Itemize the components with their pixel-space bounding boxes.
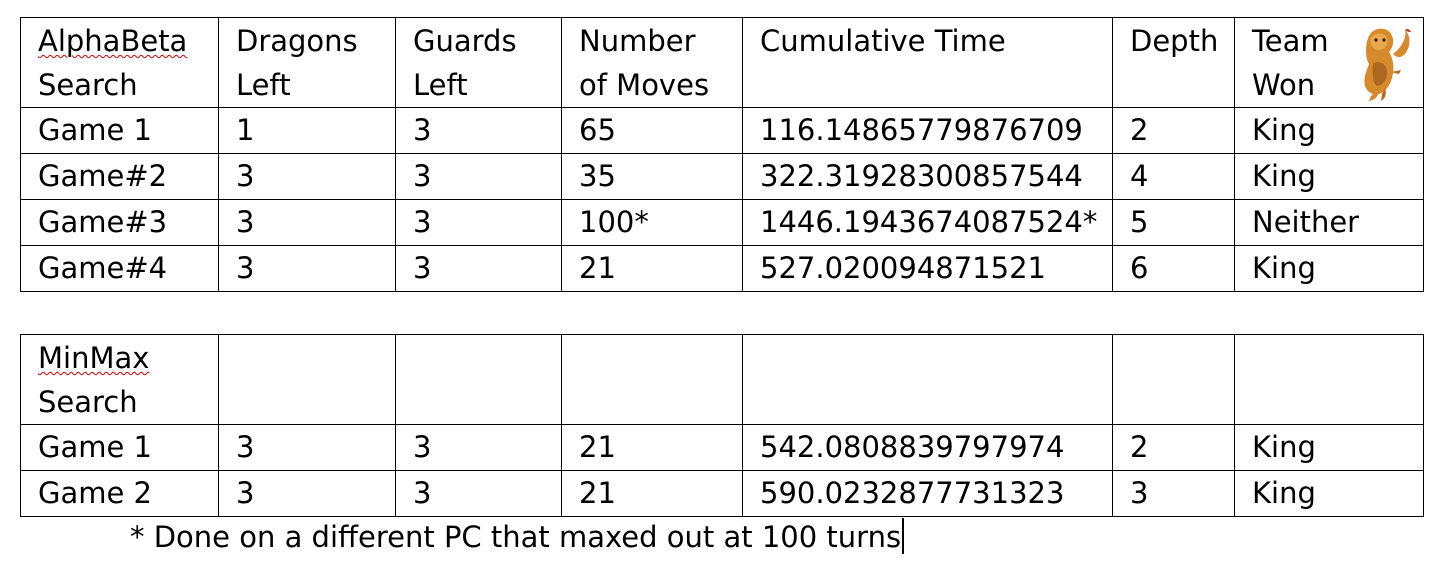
- header-empty-cell: [742, 334, 1113, 425]
- header-line-1: AlphaBeta: [38, 24, 188, 58]
- header-empty-cell: [1234, 334, 1424, 425]
- cell-cumulative-time: 590.0232877731323: [742, 470, 1113, 517]
- header-empty-cell: [1112, 334, 1235, 425]
- cell-guards-left: 3: [395, 153, 562, 200]
- cell-cumulative-time: 527.020094871521: [742, 245, 1113, 292]
- cell-number-of-moves: 35: [561, 153, 743, 200]
- cell-game: Game#3: [20, 199, 219, 246]
- minmax-results-table: MinMax Search Game 1 3 3 21 542.080883979…: [20, 334, 1424, 517]
- cell-depth: 2: [1112, 424, 1235, 471]
- header-line-2: Left: [236, 68, 291, 102]
- cell-number-of-moves: 21: [561, 470, 743, 517]
- header-guards-left: Guards Left: [395, 17, 562, 108]
- cell-team-won: King: [1234, 470, 1424, 517]
- cell-dragons-left: 3: [218, 424, 396, 471]
- text-cursor: [902, 518, 904, 554]
- cell-dragons-left: 3: [218, 245, 396, 292]
- header-team-won: Team Won: [1234, 17, 1424, 108]
- header-empty-cell: [218, 334, 396, 425]
- cell-number-of-moves: 100*: [561, 199, 743, 246]
- cell-game: Game#2: [20, 153, 219, 200]
- cell-guards-left: 3: [395, 424, 562, 471]
- cell-team-won: King: [1234, 153, 1424, 200]
- header-line-1: Dragons: [236, 24, 358, 58]
- cell-number-of-moves: 21: [561, 424, 743, 471]
- table-header-row: AlphaBeta Search Dragons Left Guards Left N…: [20, 17, 1424, 108]
- table-row: Game#2 3 3 35 322.31928300857544 4 King: [20, 153, 1424, 200]
- footnote[interactable]: * Done on a different PC that maxed out …: [130, 517, 904, 557]
- cell-team-won: Neither: [1234, 199, 1424, 246]
- cell-number-of-moves: 21: [561, 245, 743, 292]
- cell-depth: 4: [1112, 153, 1235, 200]
- header-search-type: MinMax Search: [20, 334, 219, 425]
- header-line-1: Guards: [413, 24, 517, 58]
- header-dragons-left: Dragons Left: [218, 17, 396, 108]
- table-row: Game#4 3 3 21 527.020094871521 6 King: [20, 245, 1424, 292]
- table-header-row: MinMax Search: [20, 334, 1424, 425]
- header-cumulative-time: Cumulative Time: [742, 17, 1113, 108]
- header-line-2: of Moves: [579, 68, 710, 102]
- cell-depth: 5: [1112, 199, 1235, 246]
- cell-guards-left: 3: [395, 245, 562, 292]
- cell-game: Game 2: [20, 470, 219, 517]
- table-row: Game 1 1 3 65 116.14865779876709 2 King: [20, 107, 1424, 154]
- cell-guards-left: 3: [395, 107, 562, 154]
- cell-dragons-left: 3: [218, 199, 396, 246]
- header-line-2: Search: [38, 68, 138, 102]
- cell-number-of-moves: 65: [561, 107, 743, 154]
- cell-game: Game 1: [20, 107, 219, 154]
- header-line-1: MinMax: [38, 341, 150, 375]
- cell-team-won: King: [1234, 245, 1424, 292]
- cell-depth: 6: [1112, 245, 1235, 292]
- header-depth: Depth: [1112, 17, 1235, 108]
- cell-cumulative-time: 542.0808839797974: [742, 424, 1113, 471]
- lion-mascot-icon: [1364, 28, 1411, 101]
- header-line-1: Depth: [1130, 24, 1219, 58]
- cell-team-won: King: [1234, 107, 1424, 154]
- mascot-body: [1364, 28, 1411, 101]
- header-number-of-moves: Number of Moves: [561, 17, 743, 108]
- header-line-2: Won: [1252, 68, 1316, 102]
- cell-cumulative-time: 1446.1943674087524*: [742, 199, 1113, 246]
- cell-cumulative-time: 116.14865779876709: [742, 107, 1113, 154]
- header-search-type: AlphaBeta Search: [20, 17, 219, 108]
- header-empty-cell: [395, 334, 562, 425]
- cell-team-won: King: [1234, 424, 1424, 471]
- header-line-1: Cumulative Time: [760, 24, 1006, 58]
- cell-dragons-left: 1: [218, 107, 396, 154]
- footnote-text: * Done on a different PC that maxed out …: [130, 520, 902, 554]
- cell-dragons-left: 3: [218, 153, 396, 200]
- cell-depth: 3: [1112, 470, 1235, 517]
- cell-game: Game#4: [20, 245, 219, 292]
- cell-depth: 2: [1112, 107, 1235, 154]
- table-row: Game#3 3 3 100* 1446.1943674087524* 5 Ne…: [20, 199, 1424, 246]
- cell-cumulative-time: 322.31928300857544: [742, 153, 1113, 200]
- table-row: Game 1 3 3 21 542.0808839797974 2 King: [20, 424, 1424, 471]
- header-line-1: Team: [1252, 24, 1329, 58]
- header-line-2: Left: [413, 68, 468, 102]
- cell-dragons-left: 3: [218, 470, 396, 517]
- cell-guards-left: 3: [395, 199, 562, 246]
- table-row: Game 2 3 3 21 590.0232877731323 3 King: [20, 470, 1424, 517]
- header-line-1: Number: [579, 24, 696, 58]
- header-empty-cell: [561, 334, 743, 425]
- header-line-2: Search: [38, 385, 138, 419]
- alphabeta-results-table: AlphaBeta Search Dragons Left Guards Left N…: [20, 17, 1424, 292]
- cell-game: Game 1: [20, 424, 219, 471]
- cell-guards-left: 3: [395, 470, 562, 517]
